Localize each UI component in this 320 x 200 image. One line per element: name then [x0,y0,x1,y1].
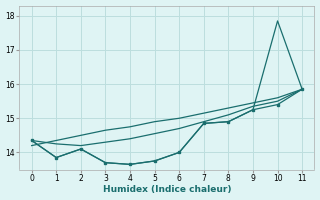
X-axis label: Humidex (Indice chaleur): Humidex (Indice chaleur) [103,185,231,194]
